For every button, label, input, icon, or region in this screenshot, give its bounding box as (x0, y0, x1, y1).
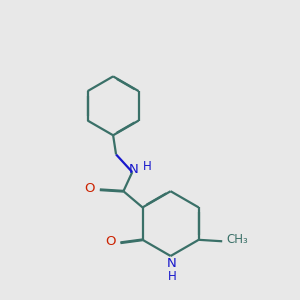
Text: N: N (167, 257, 177, 270)
Text: N: N (129, 163, 139, 176)
Text: CH₃: CH₃ (226, 233, 248, 246)
Text: H: H (142, 160, 152, 173)
Text: O: O (105, 235, 116, 248)
Text: H: H (168, 270, 176, 283)
Text: O: O (84, 182, 95, 195)
